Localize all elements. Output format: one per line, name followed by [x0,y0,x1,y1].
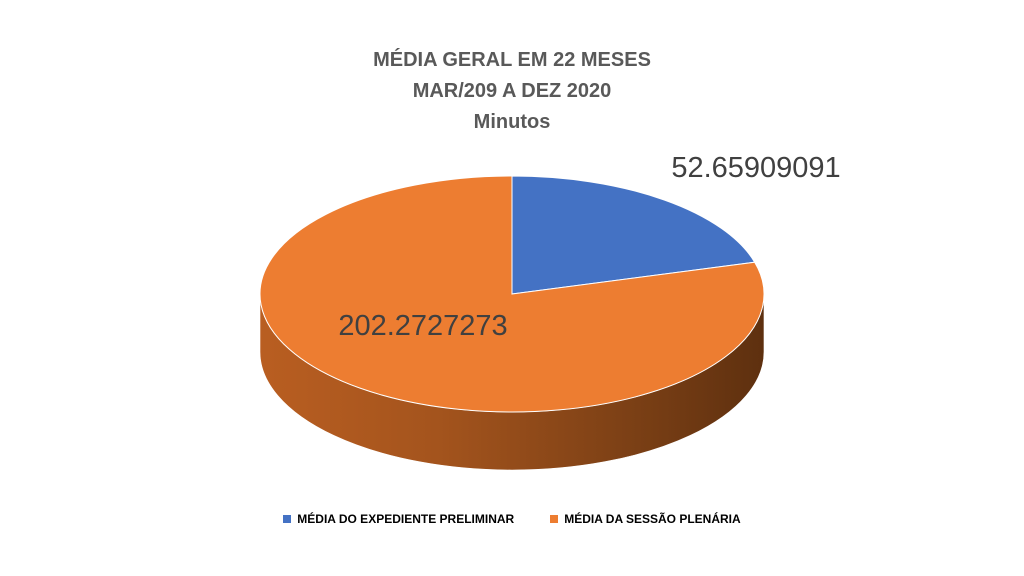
legend-swatch-sessao [550,515,559,523]
chart-title-line-3: Minutos [473,111,551,133]
slice-label-sessao: 202.2727273 [338,310,507,342]
chart-title-line-2: MAR/209 A DEZ 2020 [412,80,612,102]
legend-label-expediente: MÉDIA DO EXPEDIENTE PRELIMINAR [297,512,515,526]
legend-item-expediente: MÉDIA DO EXPEDIENTE PRELIMINAR [283,512,514,526]
legend-swatch-expediente [283,515,292,523]
pie-slice-expediente [511,175,756,295]
chart-legend: MÉDIA DO EXPEDIENTE PRELIMINAR MÉDIA DA … [0,512,1024,526]
slice-label-expediente: 52.65909091 [671,152,840,184]
legend-label-sessao: MÉDIA DA SESSÃO PLENÁRIA [564,512,741,526]
legend-item-sessao: MÉDIA DA SESSÃO PLENÁRIA [550,512,741,526]
pie-slice-sessao [259,175,765,413]
chart-title-line-1: MÉDIA GERAL EM 22 MESES [373,49,651,71]
